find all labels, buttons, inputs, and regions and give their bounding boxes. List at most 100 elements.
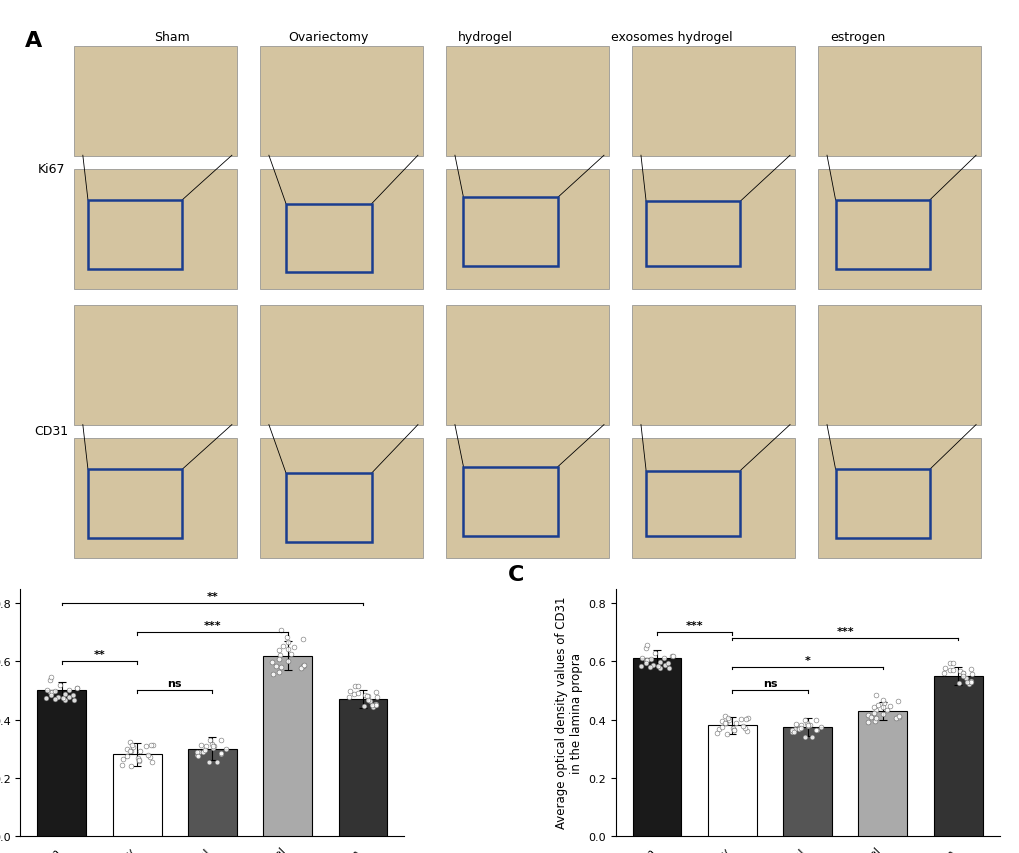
Point: [634, 652, 650, 665]
Point: [656, 659, 673, 672]
Point: [140, 748, 156, 762]
Bar: [260, 170, 423, 290]
Point: [124, 739, 141, 752]
Point: [801, 718, 817, 732]
Bar: [187, 749, 236, 836]
Point: [369, 690, 385, 704]
Point: [142, 751, 158, 764]
Point: [738, 724, 754, 738]
Bar: [645, 202, 740, 267]
Point: [954, 666, 970, 680]
Text: CD31: CD31: [35, 424, 68, 437]
Text: C: C: [507, 564, 524, 584]
Point: [272, 660, 288, 674]
Point: [205, 741, 221, 755]
Point: [296, 658, 312, 671]
Point: [866, 714, 882, 728]
Point: [213, 734, 229, 747]
Point: [195, 746, 211, 759]
Point: [367, 699, 383, 712]
Point: [738, 712, 754, 726]
Point: [945, 656, 961, 670]
Point: [42, 674, 58, 688]
Point: [784, 722, 800, 736]
Point: [275, 640, 291, 653]
Point: [791, 722, 807, 735]
Point: [360, 689, 376, 703]
Point: [660, 662, 677, 676]
Point: [962, 674, 978, 688]
Point: [69, 682, 86, 695]
Point: [799, 717, 815, 730]
Point: [862, 711, 878, 724]
Bar: [632, 47, 795, 157]
Point: [144, 756, 160, 769]
Bar: [260, 438, 423, 559]
Bar: [632, 170, 795, 290]
Bar: [463, 198, 557, 267]
Point: [710, 722, 727, 735]
Point: [649, 659, 665, 673]
Point: [963, 667, 979, 681]
Bar: [858, 711, 907, 836]
Point: [213, 747, 229, 761]
Point: [61, 690, 77, 704]
Point: [50, 691, 66, 705]
Point: [716, 709, 733, 722]
Point: [209, 756, 225, 769]
Point: [935, 667, 952, 681]
Point: [942, 656, 958, 670]
Point: [190, 750, 206, 763]
Text: Sham: Sham: [154, 31, 190, 44]
Y-axis label: Average optical density values of CD31
in the lamina propra: Average optical density values of CD31 i…: [554, 596, 582, 828]
Point: [286, 640, 303, 653]
Point: [865, 706, 881, 720]
Point: [807, 723, 823, 737]
Text: **: **: [94, 649, 105, 659]
Point: [130, 754, 147, 768]
Point: [367, 698, 383, 711]
Point: [960, 677, 976, 691]
Point: [803, 730, 819, 744]
Text: hydrogel: hydrogel: [458, 31, 513, 44]
Point: [273, 624, 289, 637]
Bar: [88, 470, 182, 538]
Point: [865, 701, 881, 715]
Point: [217, 742, 233, 756]
Bar: [835, 200, 929, 270]
Point: [638, 656, 654, 670]
Text: *: *: [804, 655, 810, 665]
Bar: [38, 691, 87, 836]
Bar: [632, 305, 795, 426]
Point: [951, 664, 967, 678]
Point: [57, 693, 73, 707]
Point: [890, 711, 906, 724]
Point: [859, 715, 875, 728]
Point: [873, 700, 890, 714]
Point: [890, 694, 906, 708]
Point: [954, 670, 970, 683]
Bar: [285, 205, 371, 273]
Point: [368, 698, 384, 711]
Bar: [260, 47, 423, 157]
Point: [368, 686, 384, 699]
Point: [60, 683, 76, 697]
Text: ***: ***: [836, 626, 853, 636]
Point: [800, 719, 816, 733]
Point: [279, 642, 296, 656]
Point: [812, 720, 828, 734]
Bar: [817, 438, 980, 559]
Bar: [338, 699, 387, 836]
Point: [867, 689, 883, 703]
Bar: [74, 305, 236, 426]
Point: [873, 693, 890, 707]
Point: [205, 740, 221, 753]
Bar: [112, 755, 161, 836]
Point: [642, 652, 658, 665]
Point: [785, 726, 801, 740]
Point: [646, 646, 662, 659]
Point: [57, 688, 73, 701]
Bar: [817, 47, 980, 157]
Point: [42, 685, 58, 699]
Point: [47, 693, 63, 706]
